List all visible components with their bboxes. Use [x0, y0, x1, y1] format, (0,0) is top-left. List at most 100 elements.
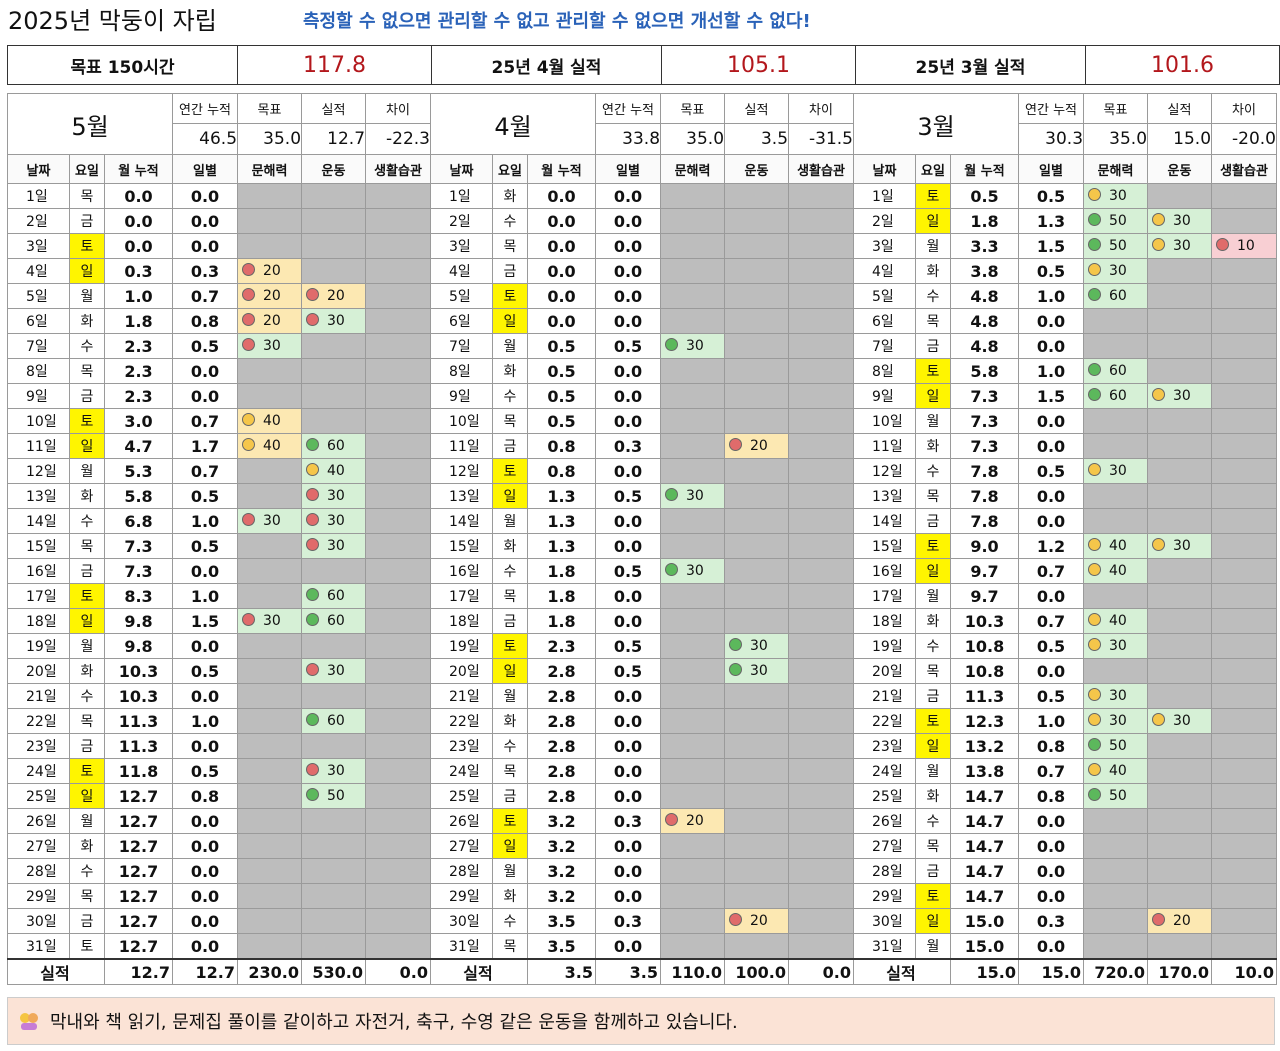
day: 22일 — [7, 708, 70, 734]
month-cumulative: 12.7 — [103, 833, 174, 859]
column-header: 날짜 — [7, 154, 70, 184]
empty-activity — [724, 833, 790, 859]
empty-activity — [724, 333, 790, 359]
stat-label: 목표 — [660, 93, 726, 124]
status-dot — [306, 763, 320, 776]
activity-minutes: 30 — [327, 488, 345, 504]
month-cumulative: 1.3 — [526, 533, 597, 559]
empty-activity — [788, 508, 855, 534]
empty-activity — [1211, 458, 1278, 484]
month-cumulative: 0.0 — [526, 308, 597, 334]
month-cumulative: 0.0 — [103, 183, 174, 209]
day: 9일 — [7, 383, 70, 409]
day-row: 13일 화 5.8 0.5 30 — [7, 483, 432, 509]
activity-cell: 50 — [1083, 783, 1149, 809]
day-row: 10일 토 3.0 0.7 40 — [7, 408, 432, 434]
empty-activity — [365, 583, 432, 609]
month-cumulative: 2.8 — [526, 683, 597, 709]
stat-label: 연간 누적 — [1018, 93, 1085, 124]
status-dot — [1088, 388, 1102, 401]
day: 25일 — [430, 783, 493, 809]
day: 11일 — [7, 433, 70, 459]
daily-hours: 1.5 — [172, 608, 239, 634]
day: 23일 — [7, 733, 70, 759]
day: 26일 — [7, 808, 70, 834]
day-row: 7일 수 2.3 0.5 30 — [7, 333, 432, 359]
day: 15일 — [7, 533, 70, 559]
weekday: 토 — [69, 233, 105, 259]
day: 8일 — [430, 358, 493, 384]
daily-hours: 0.0 — [172, 883, 239, 909]
empty-activity — [301, 358, 367, 384]
empty-activity — [1211, 508, 1278, 534]
activity-cell: 60 — [1083, 283, 1149, 309]
activity-minutes: 50 — [327, 788, 345, 804]
day-row: 8일 목 2.3 0.0 — [7, 358, 432, 384]
empty-activity — [724, 858, 790, 884]
month-cumulative: 12.3 — [949, 708, 1020, 734]
empty-activity — [724, 483, 790, 509]
activity-minutes: 30 — [327, 763, 345, 779]
empty-activity — [237, 908, 303, 934]
stat-value: 35.0 — [1083, 123, 1149, 155]
day: 28일 — [7, 858, 70, 884]
empty-activity — [301, 908, 367, 934]
status-dot — [1088, 738, 1102, 751]
empty-activity — [724, 583, 790, 609]
empty-activity — [365, 758, 432, 784]
column-header: 생활습관 — [1211, 154, 1278, 184]
activity-cell: 20 — [724, 433, 790, 459]
daily-hours: 1.0 — [1018, 358, 1085, 384]
empty-activity — [788, 283, 855, 309]
total-value: 110.0 — [660, 958, 726, 985]
empty-activity — [788, 933, 855, 960]
daily-hours: 0.0 — [172, 933, 239, 960]
status-dot — [665, 488, 679, 501]
day-row: 20일 목 10.8 0.0 — [853, 658, 1278, 684]
empty-activity — [724, 533, 790, 559]
empty-activity — [237, 808, 303, 834]
month-table: 3월 연간 누적 목표 실적 차이 30.3 35.0 15.0 -20.0 날짜 요일 월 누적 일별… — [852, 93, 1278, 985]
empty-activity — [660, 758, 726, 784]
day-row: 22일 목 11.3 1.0 60 — [7, 708, 432, 734]
empty-activity — [788, 758, 855, 784]
total-label: 실적 — [853, 958, 951, 985]
status-dot — [729, 638, 743, 651]
status-dot — [665, 338, 679, 351]
empty-activity — [788, 308, 855, 334]
total-value: 0.0 — [365, 958, 432, 985]
day-row: 20일 일 2.8 0.5 30 — [430, 658, 855, 684]
daily-hours: 1.5 — [1018, 383, 1085, 409]
weekday: 화 — [492, 183, 528, 209]
stat-value: -31.5 — [788, 123, 855, 155]
stat-label: 차이 — [1211, 93, 1278, 124]
month-cumulative: 1.8 — [526, 558, 597, 584]
weekday: 금 — [69, 733, 105, 759]
month-cumulative: 2.8 — [526, 783, 597, 809]
day-row: 8일 화 0.5 0.0 — [430, 358, 855, 384]
empty-activity — [788, 833, 855, 859]
day-row: 29일 목 12.7 0.0 — [7, 883, 432, 909]
empty-activity — [301, 558, 367, 584]
weekday: 토 — [69, 933, 105, 960]
day: 3일 — [430, 233, 493, 259]
empty-activity — [1147, 283, 1213, 309]
activity-cell: 30 — [1083, 683, 1149, 709]
weekday: 금 — [69, 558, 105, 584]
weekday: 일 — [915, 733, 951, 759]
month-cumulative: 3.5 — [526, 933, 597, 960]
activity-minutes: 30 — [686, 488, 704, 504]
status-dot — [1088, 188, 1102, 201]
status-dot — [1152, 713, 1166, 726]
empty-activity — [660, 783, 726, 809]
daily-hours: 1.0 — [172, 508, 239, 534]
stat-label: 실적 — [724, 93, 790, 124]
empty-activity — [724, 258, 790, 284]
activity-cell: 20 — [1147, 908, 1213, 934]
day-row: 2일 수 0.0 0.0 — [430, 208, 855, 234]
weekday: 토 — [915, 358, 951, 384]
day-row: 19일 월 9.8 0.0 — [7, 633, 432, 659]
day: 14일 — [7, 508, 70, 534]
empty-activity — [237, 358, 303, 384]
empty-activity — [724, 608, 790, 634]
